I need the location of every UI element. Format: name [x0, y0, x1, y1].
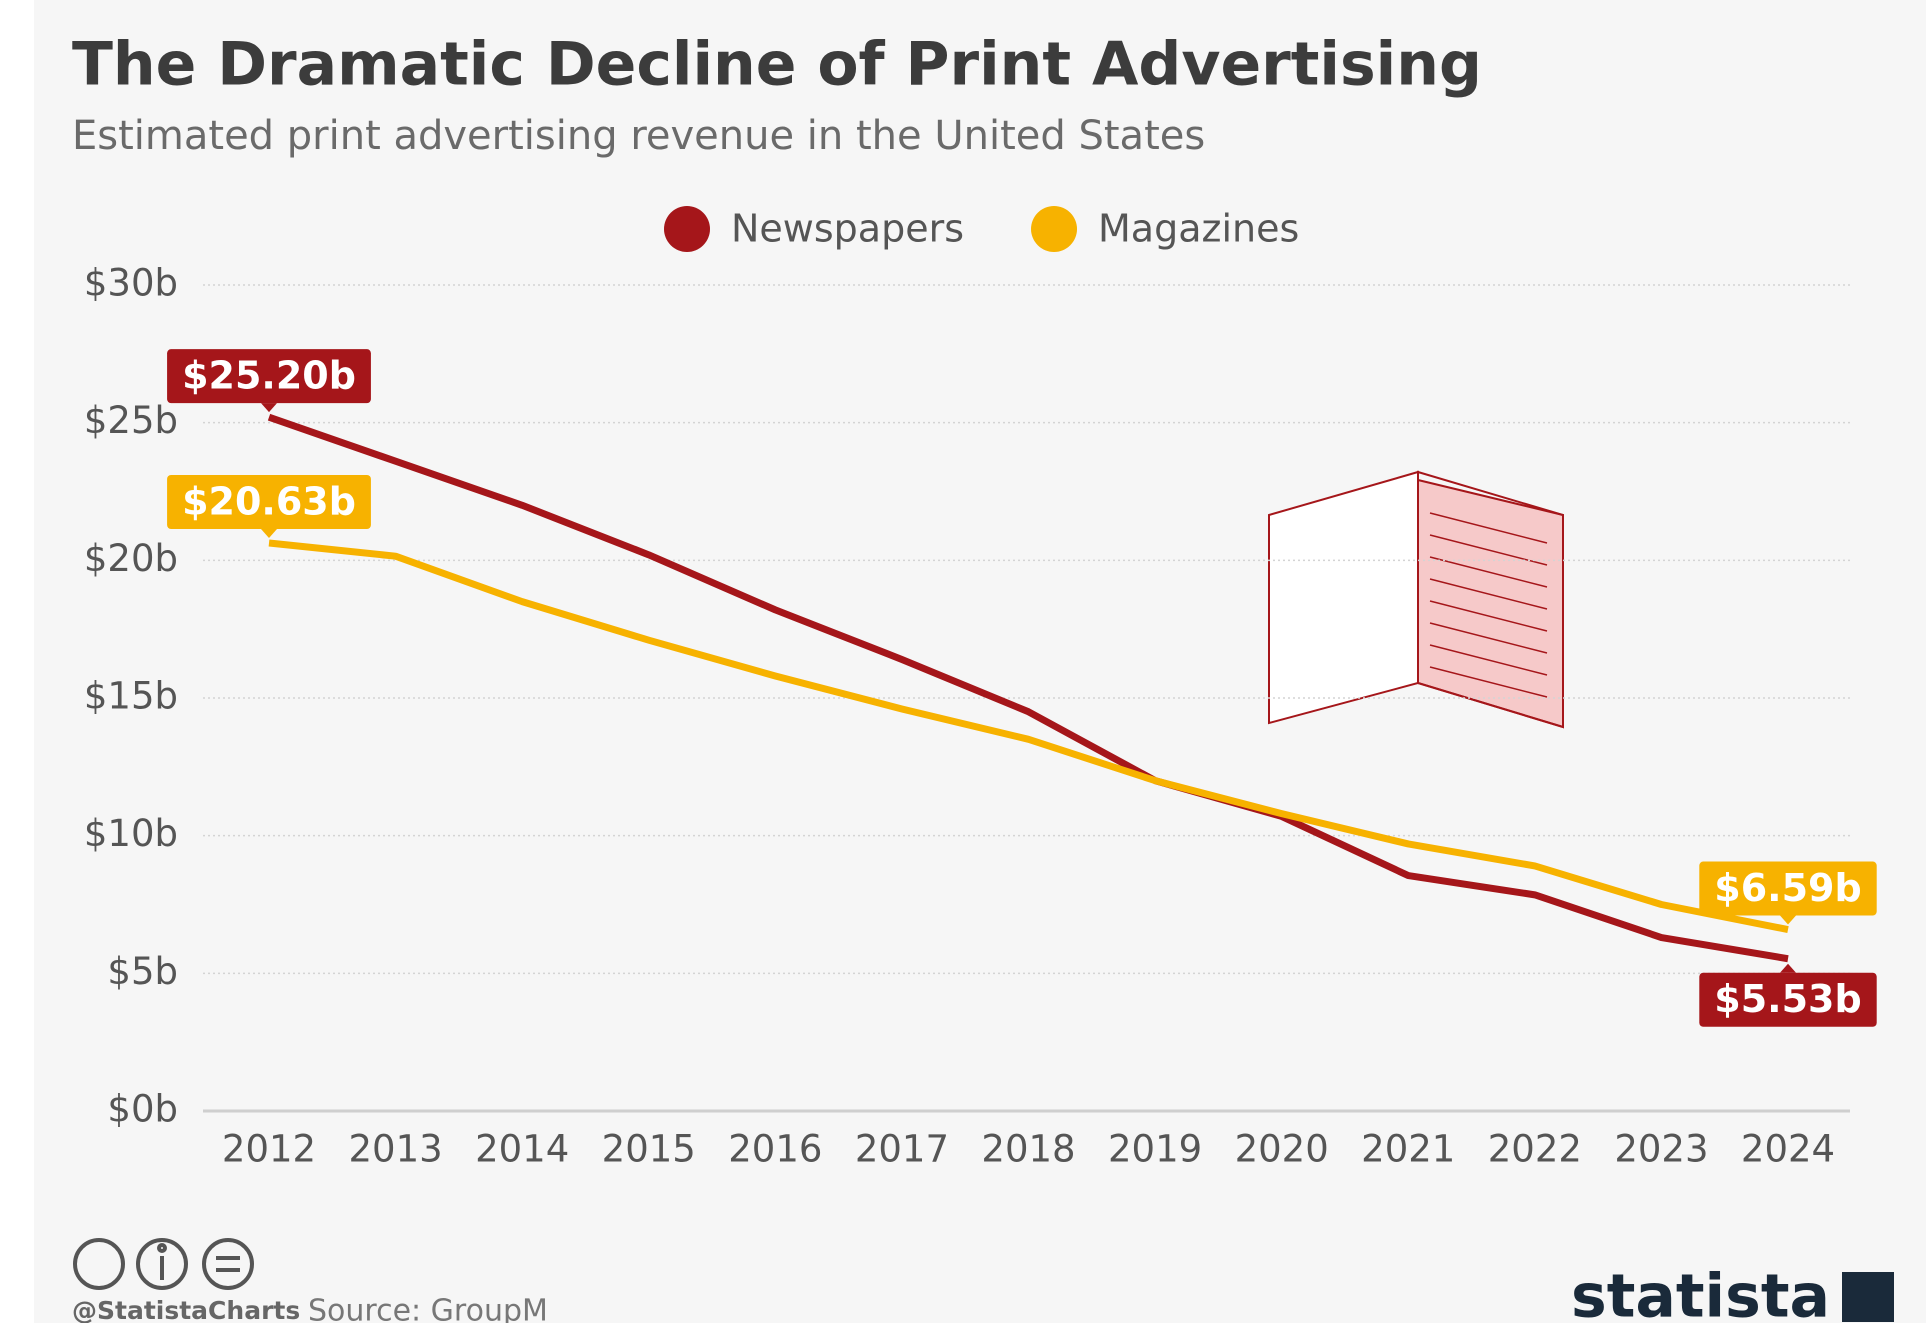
book-icon [1268, 470, 1564, 729]
value-label-box [1699, 861, 1877, 916]
x-tick-label: 2024 [1741, 1128, 1835, 1171]
y-tick-label: $30b [84, 262, 178, 305]
legend-marker [664, 206, 710, 252]
series-line [267, 413, 1789, 963]
x-tick-label: 2017 [855, 1128, 949, 1171]
y-tick-label: $10b [84, 812, 178, 855]
value-label-box [1699, 972, 1877, 1027]
y-tick-label: $20b [84, 537, 178, 580]
source: Source: GroupM [308, 1294, 548, 1324]
value-label-pointer [261, 528, 277, 538]
x-tick-label: 2021 [1361, 1128, 1455, 1171]
legend-label: Magazines [1098, 207, 1299, 251]
background [34, 0, 1926, 1323]
chart-subtitle: Estimated print advertising revenue in t… [72, 113, 1205, 159]
x-tick-label: 2023 [1614, 1128, 1708, 1171]
value-label: $6.59b [1714, 866, 1861, 910]
value-label-box [167, 474, 371, 529]
value-label: $25.20b [182, 354, 356, 398]
x-tick-label: 2018 [981, 1128, 1075, 1171]
value-label-box [167, 349, 371, 404]
legend-label: Newspapers [731, 207, 964, 251]
y-tick-label: $0b [107, 1088, 178, 1131]
y-tick-label: $15b [84, 675, 178, 718]
x-tick-label: 2020 [1235, 1128, 1329, 1171]
value-label: $5.53b [1714, 977, 1861, 1021]
value-label: $20.63b [182, 479, 356, 523]
value-label-pointer [261, 403, 277, 413]
y-tick-label: $5b [107, 950, 178, 993]
credit: @StatistaCharts [72, 1296, 300, 1323]
x-tick-label: 2016 [728, 1128, 822, 1171]
legend-marker [1031, 206, 1078, 252]
x-tick-label: 2019 [1108, 1128, 1202, 1171]
x-tick-label: 2014 [475, 1128, 569, 1171]
x-tick-label: 2012 [222, 1128, 316, 1171]
value-label-pointer [1780, 963, 1796, 973]
brand-logo: statista [1571, 1262, 1830, 1323]
x-tick-label: 2013 [348, 1128, 442, 1171]
x-tick-label: 2015 [602, 1128, 696, 1171]
x-tick-label: 2022 [1488, 1128, 1582, 1171]
series-line [268, 539, 1789, 933]
license-icons [73, 1238, 254, 1290]
y-tick-label: $25b [84, 399, 178, 442]
brand-mark [1842, 1272, 1894, 1322]
value-label-pointer [1780, 915, 1796, 925]
chart-title: The Dramatic Decline of Print Advertisin… [72, 30, 1482, 100]
